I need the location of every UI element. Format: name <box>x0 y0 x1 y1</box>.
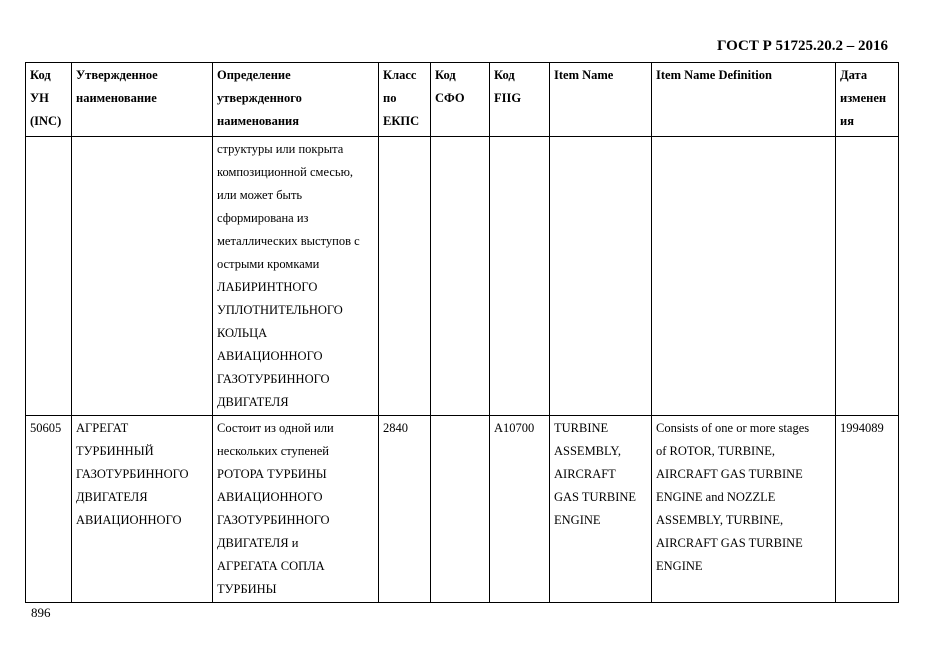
text-line: по <box>383 91 397 105</box>
cell-change-date: 1994089 <box>835 415 899 603</box>
header-ekps-class: Класс по ЕКПС <box>378 62 431 137</box>
text-line: ия <box>840 114 854 128</box>
text-line: Состоит из одной или <box>217 421 334 435</box>
text-line: ENGINE <box>554 513 601 527</box>
cell-definition: Состоит из одной или нескольких ступеней Р… <box>212 415 379 603</box>
text-line: 2840 <box>383 421 408 435</box>
text-line: Утвержденное <box>76 68 158 82</box>
text-line: ENGINE <box>656 559 703 573</box>
cell-approved-name <box>71 136 213 416</box>
cell-change-date <box>835 136 899 416</box>
cell-item-name-definition: Consists of one or more stages of ROTOR, … <box>651 415 836 603</box>
cell-ekps-class: 2840 <box>378 415 431 603</box>
cell-inc-code: 50605 <box>25 415 72 603</box>
text-line: сформирована из <box>217 211 309 225</box>
text-line: Определение <box>217 68 291 82</box>
text-line: Код <box>435 68 456 82</box>
page-number: 896 <box>31 605 51 620</box>
text-line: of ROTOR, TURBINE, <box>656 444 775 458</box>
text-line: ASSEMBLY, <box>554 444 621 458</box>
text-line: Класс <box>383 68 417 82</box>
text-line: Код <box>30 68 51 82</box>
text-line: острыми кромками <box>217 257 320 271</box>
text-line: наименование <box>76 91 157 105</box>
text-line: РОТОРА ТУРБИНЫ <box>217 467 327 481</box>
text-line: изменен <box>840 91 887 105</box>
text-line: наименования <box>217 114 300 128</box>
text-line: ТУРБИННЫЙ <box>76 444 154 458</box>
cell-fiig-code <box>489 136 550 416</box>
document-code: ГОСТ Р 51725.20.2 – 2016 <box>716 38 888 54</box>
text-line: 50605 <box>30 421 62 435</box>
text-line: ГАЗОТУРБИННОГО <box>217 372 330 386</box>
text-line: ДВИГАТЕЛЯ и <box>217 536 299 550</box>
text-line: АВИАЦИОННОГО <box>217 349 323 363</box>
text-line: (INC) <box>30 114 62 128</box>
text-line: ГАЗОТУРБИННОГО <box>76 467 189 481</box>
header-change-date: Дата изменен ия <box>835 62 899 137</box>
text-line: АВИАЦИОННОГО <box>217 490 323 504</box>
text-line: нескольких ступеней <box>217 444 329 458</box>
text-line: ДВИГАТЕЛЯ <box>217 395 289 409</box>
text-line: УПЛОТНИТЕЛЬНОГО <box>217 303 343 317</box>
cell-sfo-code <box>430 415 490 603</box>
text-line: Дата <box>840 68 868 82</box>
text-line: Код <box>494 68 515 82</box>
header-approved-name: Утвержденное наименование <box>71 62 213 137</box>
text-line: ГАЗОТУРБИННОГО <box>217 513 330 527</box>
text-line: АГРЕГАТ <box>76 421 129 435</box>
header-item-name: Item Name <box>549 62 652 137</box>
text-line: A10700 <box>494 421 535 435</box>
text-line: композиционной смесью, <box>217 165 354 179</box>
header-inc-code: Код УН (INC) <box>25 62 72 137</box>
header-sfo-code: Код СФО <box>430 62 490 137</box>
table-row: структуры или покрыта композиционной смес… <box>25 136 899 416</box>
header-fiig-code: Код FIIG <box>489 62 550 137</box>
header-row: Код УН (INC) Утвержденное наименование Опреде… <box>25 62 899 137</box>
text-line: структуры или покрыта <box>217 142 344 156</box>
text-line: Item Name <box>554 68 614 82</box>
cell-definition: структуры или покрыта композиционной смес… <box>212 136 379 416</box>
text-line: АГРЕГАТА СОПЛА <box>217 559 325 573</box>
text-line: AIRCRAFT <box>554 467 616 481</box>
text-line: КОЛЬЦА <box>217 326 268 340</box>
header-item-name-definition: Item Name Definition <box>651 62 836 137</box>
data-table: Код УН (INC) Утвержденное наименование Опреде… <box>25 62 899 603</box>
text-line: АВИАЦИОННОГО <box>76 513 182 527</box>
cell-item-name <box>549 136 652 416</box>
cell-item-name: TURBINE ASSEMBLY, AIRCRAFT GAS TURBINE ENGIN… <box>549 415 652 603</box>
text-line: FIIG <box>494 91 522 105</box>
text-line: TURBINE <box>554 421 609 435</box>
text-line: УН <box>30 91 49 105</box>
text-line: ДВИГАТЕЛЯ <box>76 490 148 504</box>
text-line: СФО <box>435 91 465 105</box>
text-line: ASSEMBLY, TURBINE, <box>656 513 784 527</box>
text-line: AIRCRAFT GAS TURBINE <box>656 467 803 481</box>
table-row: 50605 АГРЕГАТ ТУРБИННЫЙ ГАЗОТУРБИННОГО ДВИГА… <box>25 415 899 603</box>
text-line: AIRCRAFT GAS TURBINE <box>656 536 803 550</box>
cell-approved-name: АГРЕГАТ ТУРБИННЫЙ ГАЗОТУРБИННОГО ДВИГАТЕЛЯ А… <box>71 415 213 603</box>
text-line: ЕКПС <box>383 114 420 128</box>
header-definition: Определение утвержденного наименования <box>212 62 379 137</box>
text-line: ENGINE and NOZZLE <box>656 490 776 504</box>
text-line: ЛАБИРИНТНОГО <box>217 280 318 294</box>
text-line: или может быть <box>217 188 303 202</box>
cell-fiig-code: A10700 <box>489 415 550 603</box>
cell-inc-code <box>25 136 72 416</box>
text-line: утвержденного <box>217 91 302 105</box>
text-line: GAS TURBINE <box>554 490 637 504</box>
text-line: Item Name Definition <box>656 68 772 82</box>
text-line: металлических выступов с <box>217 234 360 248</box>
cell-ekps-class <box>378 136 431 416</box>
text-line: Consists of one or more stages <box>656 421 810 435</box>
text-line: ТУРБИНЫ <box>217 582 277 596</box>
cell-sfo-code <box>430 136 490 416</box>
text-line: 1994089 <box>840 421 884 435</box>
cell-item-name-definition <box>651 136 836 416</box>
